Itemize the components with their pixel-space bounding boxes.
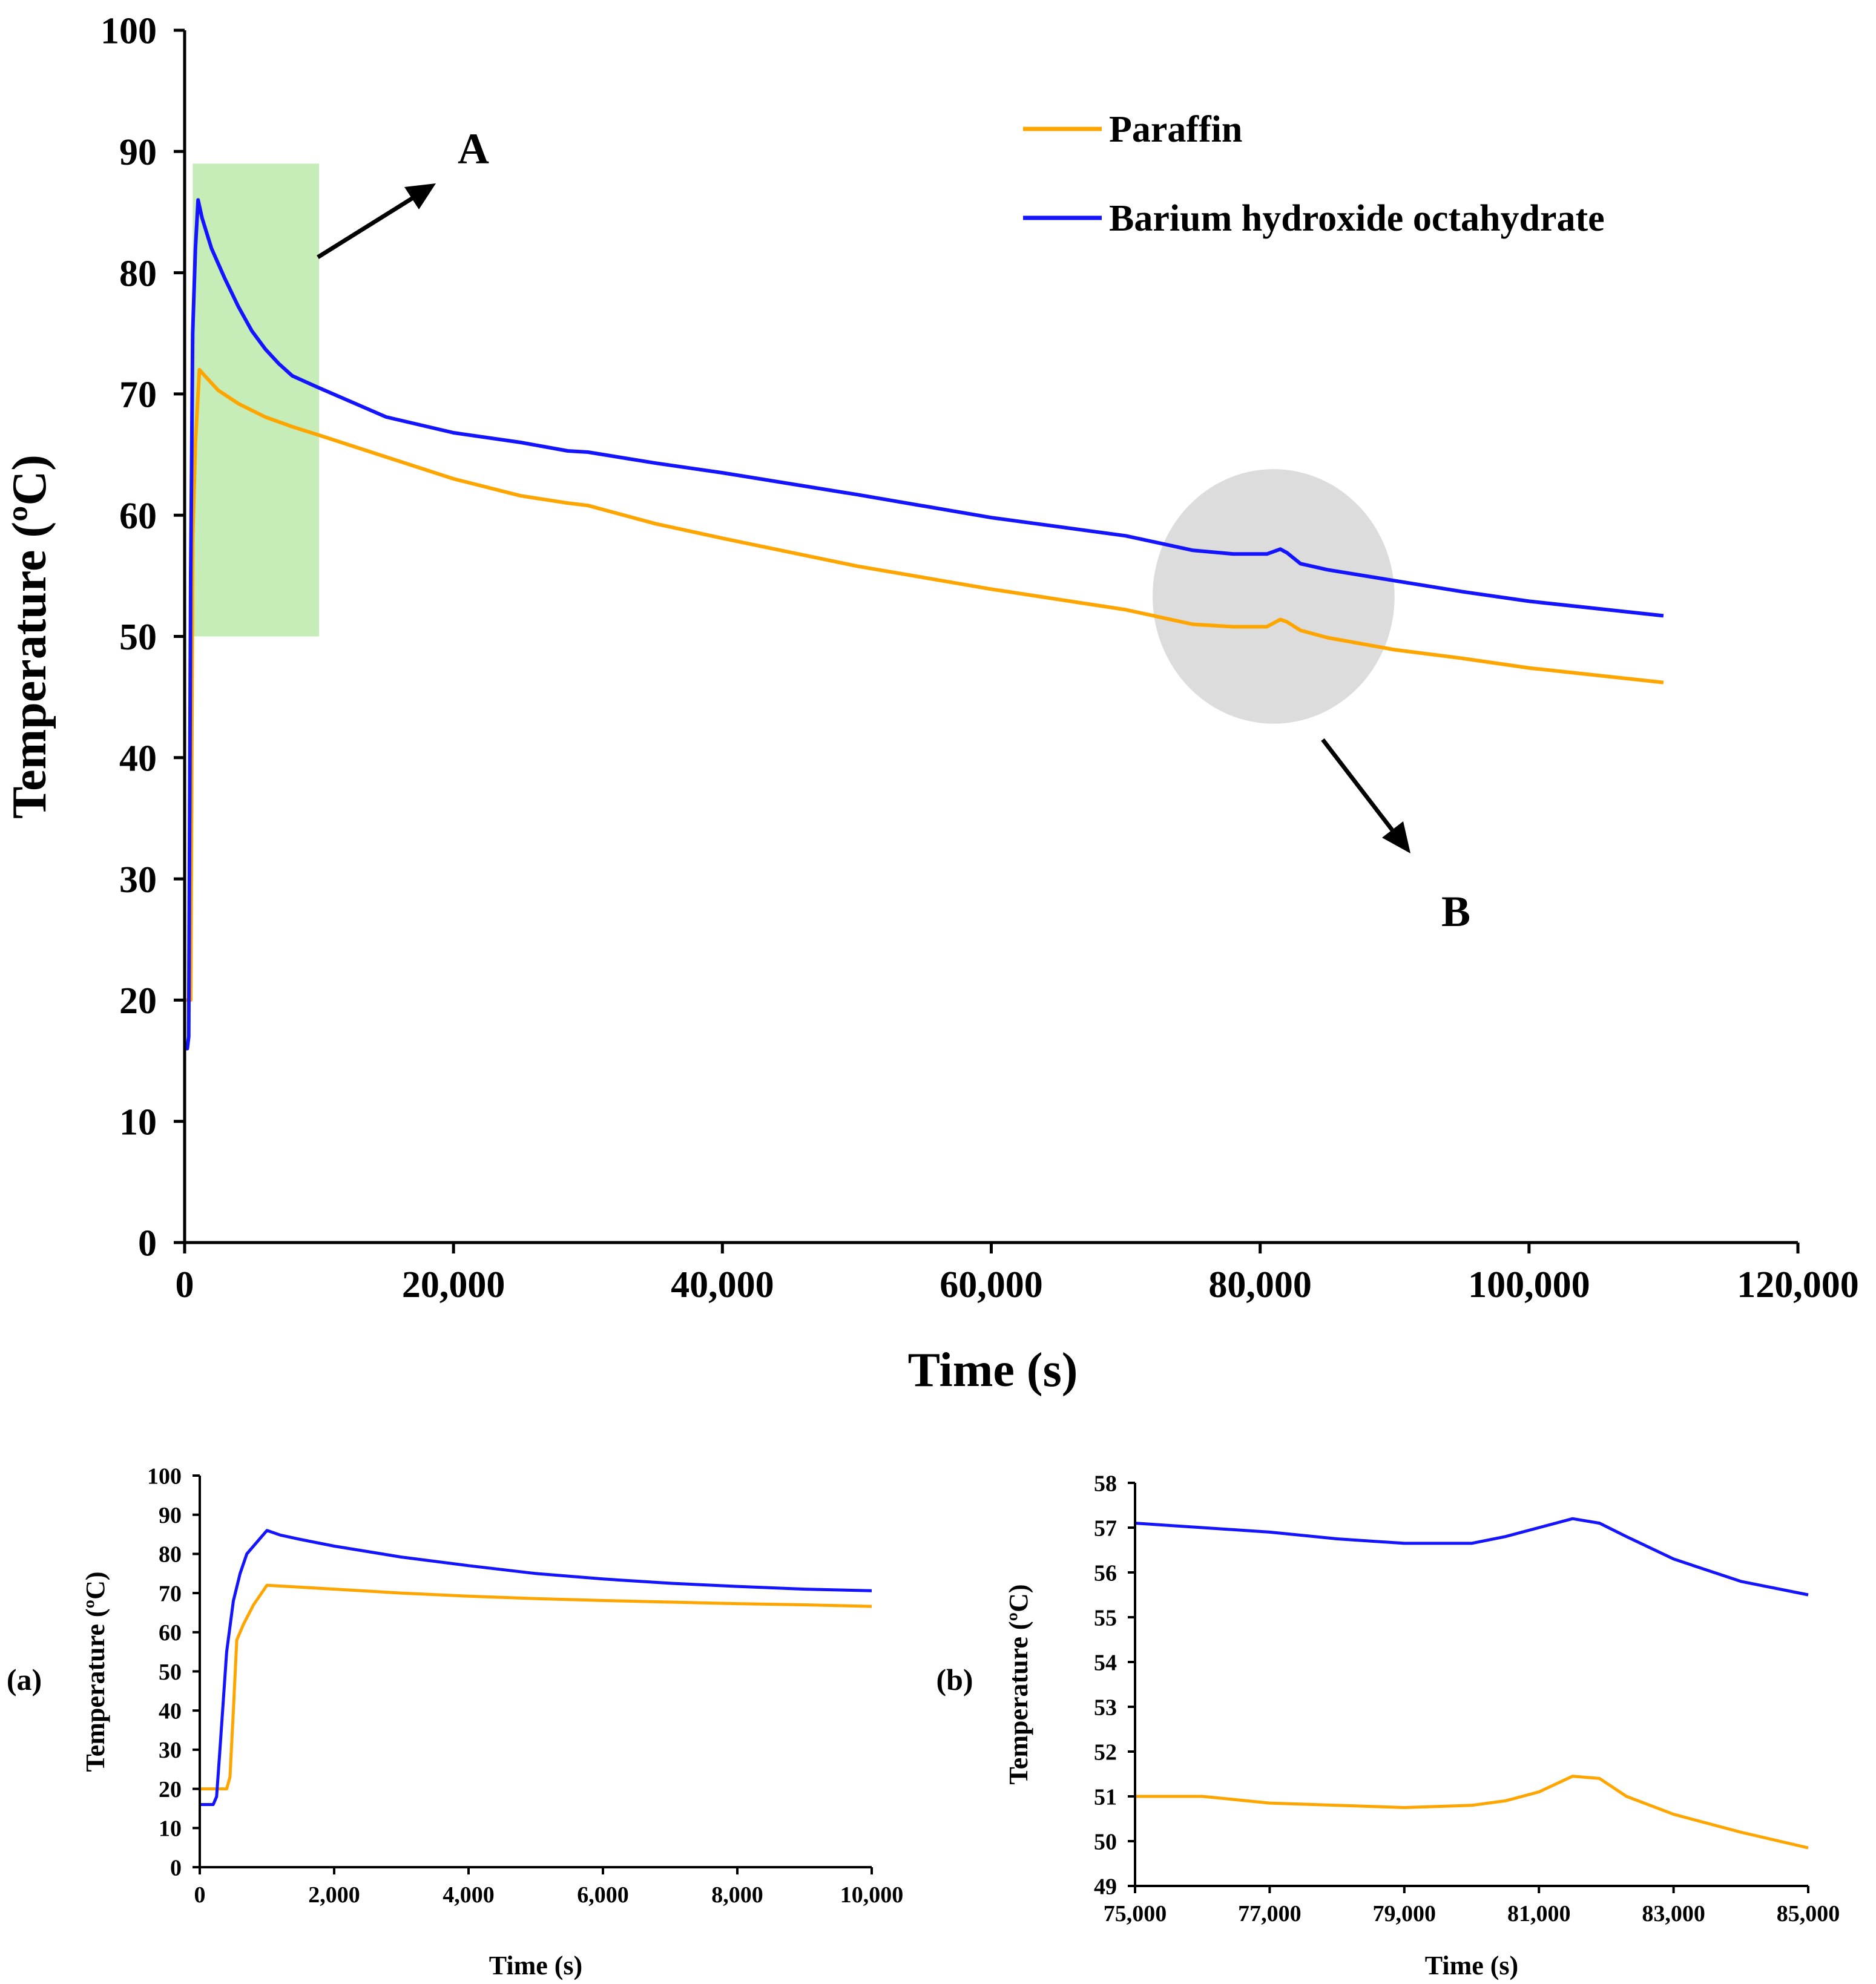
inset-a-x-tick-label: 8,000: [711, 1882, 763, 1908]
annotation-b-label: B: [1441, 887, 1470, 936]
annotation-b-arrow-line: [1321, 738, 1399, 838]
inset-b-series-paraffin: [1135, 1775, 1809, 1850]
inset-b-panel-label: (b): [936, 1663, 973, 1697]
main-x-tick-label: 0: [176, 1264, 194, 1306]
main-x-axis-label: Time (s): [908, 1344, 1078, 1397]
inset-a-y-tick-label: 0: [170, 1855, 182, 1881]
main-axes: 0 10 20 30 40 50 60 70 80 90 100 0 20,000 40,000 60,00…: [100, 11, 1859, 1306]
main-series-paraffin: [185, 367, 1664, 1002]
inset-b-x-tick-label: 75,000: [1104, 1901, 1167, 1927]
inset-a-x-axis-label: Time (s): [489, 1951, 582, 1980]
inset-b-x-tick-label: 77,000: [1238, 1901, 1302, 1927]
main-y-tick-label: 100: [100, 11, 157, 52]
legend: Paraffin Barium hydroxide octahydrate: [1023, 109, 1605, 239]
inset-b-y-tick-label: 53: [1094, 1695, 1117, 1720]
inset-b-y-tick-label: 57: [1094, 1516, 1117, 1541]
inset-b-axes: 49 50 51 52 53 54 55 56 57 58 75,000 77,000 79,000 81…: [1094, 1471, 1840, 1927]
main-x-tick-label: 80,000: [1208, 1264, 1312, 1306]
inset-a-series-barium-hydroxide-octahydrate: [200, 1529, 872, 1806]
inset-b-x-tick-label: 79,000: [1373, 1901, 1437, 1927]
inset-b-y-tick-label: 54: [1094, 1650, 1117, 1675]
highlight-ellipse-b: [1153, 469, 1395, 724]
main-y-tick-label: 20: [119, 981, 157, 1022]
inset-a-panel-label: (a): [7, 1663, 42, 1697]
inset-a-x-tick-label: 4,000: [443, 1882, 495, 1908]
inset-a-x-tick-label: 2,000: [308, 1882, 360, 1908]
inset-a-x-tick-label: 10,000: [840, 1882, 904, 1908]
annotation-a-arrowhead: [404, 183, 436, 209]
inset-b-x-tick-label: 85,000: [1777, 1901, 1840, 1927]
inset-b-y-tick-label: 56: [1094, 1560, 1117, 1586]
inset-b-y-tick-label: 50: [1094, 1829, 1117, 1854]
main-y-axis-label: Temperature (ºC): [3, 455, 56, 819]
main-x-tick-label: 120,000: [1737, 1264, 1859, 1306]
main-x-tick-label: 40,000: [671, 1264, 774, 1306]
inset-a-y-tick-label: 30: [159, 1738, 182, 1763]
inset-a-y-tick-label: 10: [159, 1816, 182, 1842]
inset-b-y-tick-label: 55: [1094, 1605, 1117, 1631]
inset-b-y-tick-label: 51: [1094, 1784, 1117, 1810]
main-y-tick-label: 60: [119, 496, 157, 537]
inset-a-series-group: [200, 1529, 872, 1806]
inset-a-y-tick-label: 20: [159, 1777, 182, 1802]
inset-b-y-tick-label: 52: [1094, 1739, 1117, 1765]
inset-a-x-tick-label: 6,000: [577, 1882, 629, 1908]
main-y-tick-label: 30: [119, 859, 157, 901]
inset-b-x-tick-label: 81,000: [1507, 1901, 1571, 1927]
annotation-b: B: [1321, 738, 1470, 936]
main-x-tick-label: 20,000: [402, 1264, 505, 1306]
inset-b-x-axis-label: Time (s): [1425, 1951, 1518, 1980]
inset-a-chart: 0 10 20 30 40 50 60 70 80 90 100 0 2,000 4,000 6,000 8,…: [7, 1463, 903, 1980]
inset-a-y-tick-label: 70: [159, 1581, 182, 1606]
highlight-box-a: [193, 163, 320, 637]
main-series-group: [185, 198, 1664, 1051]
annotation-a: A: [317, 125, 489, 259]
inset-a-y-tick-label: 80: [159, 1542, 182, 1568]
main-y-tick-label: 80: [119, 253, 157, 294]
legend-label-barium: Barium hydroxide octahydrate: [1109, 198, 1605, 239]
main-chart: 0 10 20 30 40 50 60 70 80 90 100 0 20,000 40,000 60,00…: [3, 11, 1859, 1397]
annotation-b-arrowhead: [1382, 821, 1410, 853]
inset-a-y-tick-label: 100: [147, 1463, 182, 1489]
inset-a-y-tick-label: 50: [159, 1660, 182, 1685]
main-y-tick-label: 0: [138, 1223, 157, 1264]
main-series-barium-hydroxide-octahydrate: [185, 198, 1664, 1051]
inset-a-axes: 0 10 20 30 40 50 60 70 80 90 100 0 2,000 4,000 6,000 8,…: [147, 1463, 903, 1908]
main-y-tick-label: 70: [119, 375, 157, 416]
inset-b-y-tick-label: 49: [1094, 1874, 1117, 1899]
inset-b-y-tick-label: 58: [1094, 1471, 1117, 1496]
inset-b-chart: 49 50 51 52 53 54 55 56 57 58 75,000 77,000 79,000 81…: [936, 1471, 1840, 1980]
inset-b-x-tick-label: 83,000: [1642, 1901, 1705, 1927]
inset-a-y-tick-label: 90: [159, 1503, 182, 1528]
inset-a-x-tick-label: 0: [194, 1882, 206, 1908]
main-y-tick-label: 10: [119, 1102, 157, 1143]
inset-b-y-axis-label: Temperature (ºC): [1004, 1584, 1033, 1784]
inset-a-y-tick-label: 40: [159, 1699, 182, 1724]
annotation-a-label: A: [458, 125, 489, 173]
main-y-tick-label: 90: [119, 132, 157, 173]
inset-b-series-group: [1134, 1517, 1809, 1850]
annotation-a-arrow-line: [317, 193, 419, 259]
main-y-tick-label: 40: [119, 738, 157, 780]
main-y-tick-label: 50: [119, 617, 157, 658]
main-x-tick-label: 60,000: [940, 1264, 1043, 1306]
inset-b-series-barium-hydroxide-octahydrate: [1134, 1517, 1809, 1597]
inset-a-y-axis-label: Temperature (ºC): [81, 1571, 110, 1772]
inset-a-series-paraffin: [200, 1583, 872, 1791]
inset-a-y-tick-label: 60: [159, 1620, 182, 1646]
main-x-tick-label: 100,000: [1468, 1264, 1590, 1306]
legend-label-paraffin: Paraffin: [1109, 109, 1242, 150]
